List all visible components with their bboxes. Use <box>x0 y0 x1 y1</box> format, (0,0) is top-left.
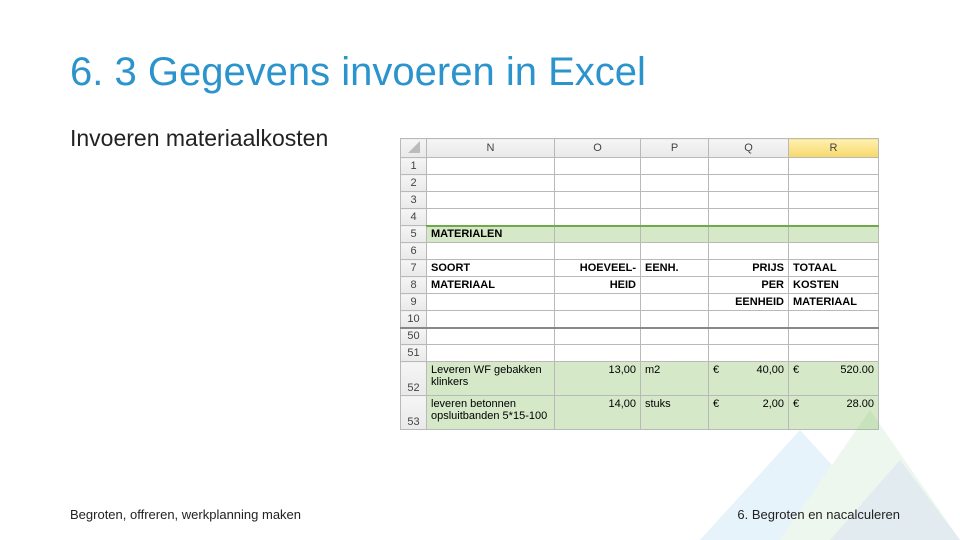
cell-section[interactable]: MATERIALEN <box>427 226 555 243</box>
cell[interactable] <box>789 311 879 328</box>
row-header[interactable]: 53 <box>401 396 427 430</box>
cell[interactable] <box>427 158 555 175</box>
cell[interactable] <box>555 209 641 226</box>
cell[interactable] <box>709 311 789 328</box>
cell[interactable]: SOORT <box>427 260 555 277</box>
cell-unit[interactable]: stuks <box>641 396 709 430</box>
cell[interactable] <box>555 243 641 260</box>
cell[interactable] <box>709 243 789 260</box>
cell[interactable]: KOSTEN <box>789 277 879 294</box>
row-header[interactable]: 8 <box>401 277 427 294</box>
cell[interactable] <box>555 175 641 192</box>
cell[interactable]: TOTAAL <box>789 260 879 277</box>
cell[interactable] <box>555 192 641 209</box>
cell[interactable] <box>789 209 879 226</box>
cell[interactable] <box>789 192 879 209</box>
page-title: 6. 3 Gegevens invoeren in Excel <box>70 50 900 95</box>
cell[interactable] <box>641 277 709 294</box>
cell[interactable] <box>641 226 709 243</box>
cell[interactable] <box>427 294 555 311</box>
cell-unit[interactable]: m2 <box>641 362 709 396</box>
col-header-o[interactable]: O <box>555 139 641 158</box>
cell[interactable]: MATERIAAL <box>789 294 879 311</box>
cell[interactable]: PRIJS <box>709 260 789 277</box>
cell[interactable] <box>641 311 709 328</box>
cell-total[interactable]: €28.00 <box>789 396 879 430</box>
cell[interactable] <box>641 294 709 311</box>
row-header[interactable]: 6 <box>401 243 427 260</box>
cell[interactable] <box>709 328 789 345</box>
cell-price[interactable]: €2,00 <box>709 396 789 430</box>
row-header[interactable]: 9 <box>401 294 427 311</box>
cell-desc[interactable]: Leveren WF gebakken klinkers <box>427 362 555 396</box>
excel-corner-cell[interactable] <box>401 139 427 158</box>
row-header[interactable]: 4 <box>401 209 427 226</box>
cell[interactable] <box>641 328 709 345</box>
cell[interactable]: HEID <box>555 277 641 294</box>
cell[interactable] <box>427 175 555 192</box>
cell[interactable] <box>641 209 709 226</box>
cell[interactable] <box>427 345 555 362</box>
row-header[interactable]: 52 <box>401 362 427 396</box>
cell[interactable] <box>427 243 555 260</box>
subtitle-text: Invoeren materiaalkosten <box>70 125 380 152</box>
col-header-p[interactable]: P <box>641 139 709 158</box>
excel-screenshot: N O P Q R 1 2 3 4 5MATERIALEN 6 7 SOORT … <box>400 138 900 430</box>
excel-grid: N O P Q R 1 2 3 4 5MATERIALEN 6 7 SOORT … <box>400 138 879 430</box>
cell[interactable] <box>709 158 789 175</box>
col-header-r[interactable]: R <box>789 139 879 158</box>
row-header[interactable]: 3 <box>401 192 427 209</box>
cell-total[interactable]: €520.00 <box>789 362 879 396</box>
row-header[interactable]: 10 <box>401 311 427 328</box>
cell[interactable]: EENH. <box>641 260 709 277</box>
cell[interactable]: PER <box>709 277 789 294</box>
col-header-n[interactable]: N <box>427 139 555 158</box>
cell[interactable] <box>641 243 709 260</box>
cell[interactable] <box>789 175 879 192</box>
cell[interactable] <box>641 192 709 209</box>
cell[interactable] <box>789 345 879 362</box>
cell[interactable] <box>555 345 641 362</box>
cell[interactable] <box>427 328 555 345</box>
cell[interactable] <box>555 328 641 345</box>
cell-price[interactable]: €40,00 <box>709 362 789 396</box>
cell[interactable] <box>555 158 641 175</box>
cell[interactable] <box>789 243 879 260</box>
row-header[interactable]: 5 <box>401 226 427 243</box>
cell[interactable] <box>641 158 709 175</box>
cell[interactable] <box>789 158 879 175</box>
cell[interactable]: EENHEID <box>709 294 789 311</box>
cell[interactable] <box>709 175 789 192</box>
footer-left: Begroten, offreren, werkplanning maken <box>70 507 301 522</box>
cell-qty[interactable]: 14,00 <box>555 396 641 430</box>
cell[interactable]: HOEVEEL- <box>555 260 641 277</box>
row-header[interactable]: 7 <box>401 260 427 277</box>
cell-qty[interactable]: 13,00 <box>555 362 641 396</box>
cell[interactable] <box>427 209 555 226</box>
cell-desc[interactable]: leveren betonnen opsluitbanden 5*15-100 <box>427 396 555 430</box>
cell[interactable] <box>555 311 641 328</box>
cell[interactable] <box>709 345 789 362</box>
cell[interactable]: MATERIAAL <box>427 277 555 294</box>
cell[interactable] <box>789 226 879 243</box>
col-header-q[interactable]: Q <box>709 139 789 158</box>
cell[interactable] <box>709 226 789 243</box>
row-header[interactable]: 50 <box>401 328 427 345</box>
row-header[interactable]: 1 <box>401 158 427 175</box>
cell[interactable] <box>789 328 879 345</box>
cell[interactable] <box>641 345 709 362</box>
row-header[interactable]: 2 <box>401 175 427 192</box>
cell[interactable] <box>555 226 641 243</box>
cell[interactable] <box>709 209 789 226</box>
footer-right: 6. Begroten en nacalculeren <box>737 507 900 522</box>
cell[interactable] <box>709 192 789 209</box>
cell[interactable] <box>555 294 641 311</box>
cell[interactable] <box>641 175 709 192</box>
cell[interactable] <box>427 311 555 328</box>
row-header[interactable]: 51 <box>401 345 427 362</box>
cell[interactable] <box>427 192 555 209</box>
